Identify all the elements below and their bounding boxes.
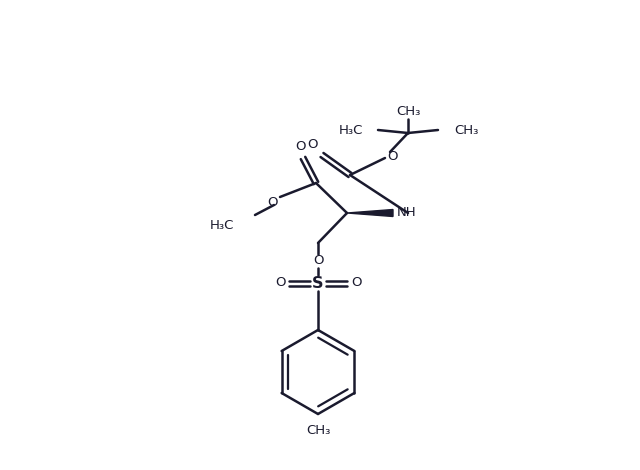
Text: CH₃: CH₃ <box>306 424 330 438</box>
Text: O: O <box>267 196 277 210</box>
Text: CH₃: CH₃ <box>454 124 478 136</box>
Text: O: O <box>275 276 285 290</box>
Text: CH₃: CH₃ <box>396 104 420 118</box>
Text: S: S <box>312 275 324 290</box>
Text: O: O <box>295 140 305 152</box>
Text: O: O <box>313 254 323 267</box>
Text: O: O <box>387 149 397 163</box>
Text: O: O <box>307 139 317 151</box>
Polygon shape <box>347 210 393 217</box>
Text: O: O <box>351 276 361 290</box>
Text: H₃C: H₃C <box>210 219 234 232</box>
Text: NH: NH <box>397 206 417 219</box>
Text: H₃C: H₃C <box>339 124 363 136</box>
